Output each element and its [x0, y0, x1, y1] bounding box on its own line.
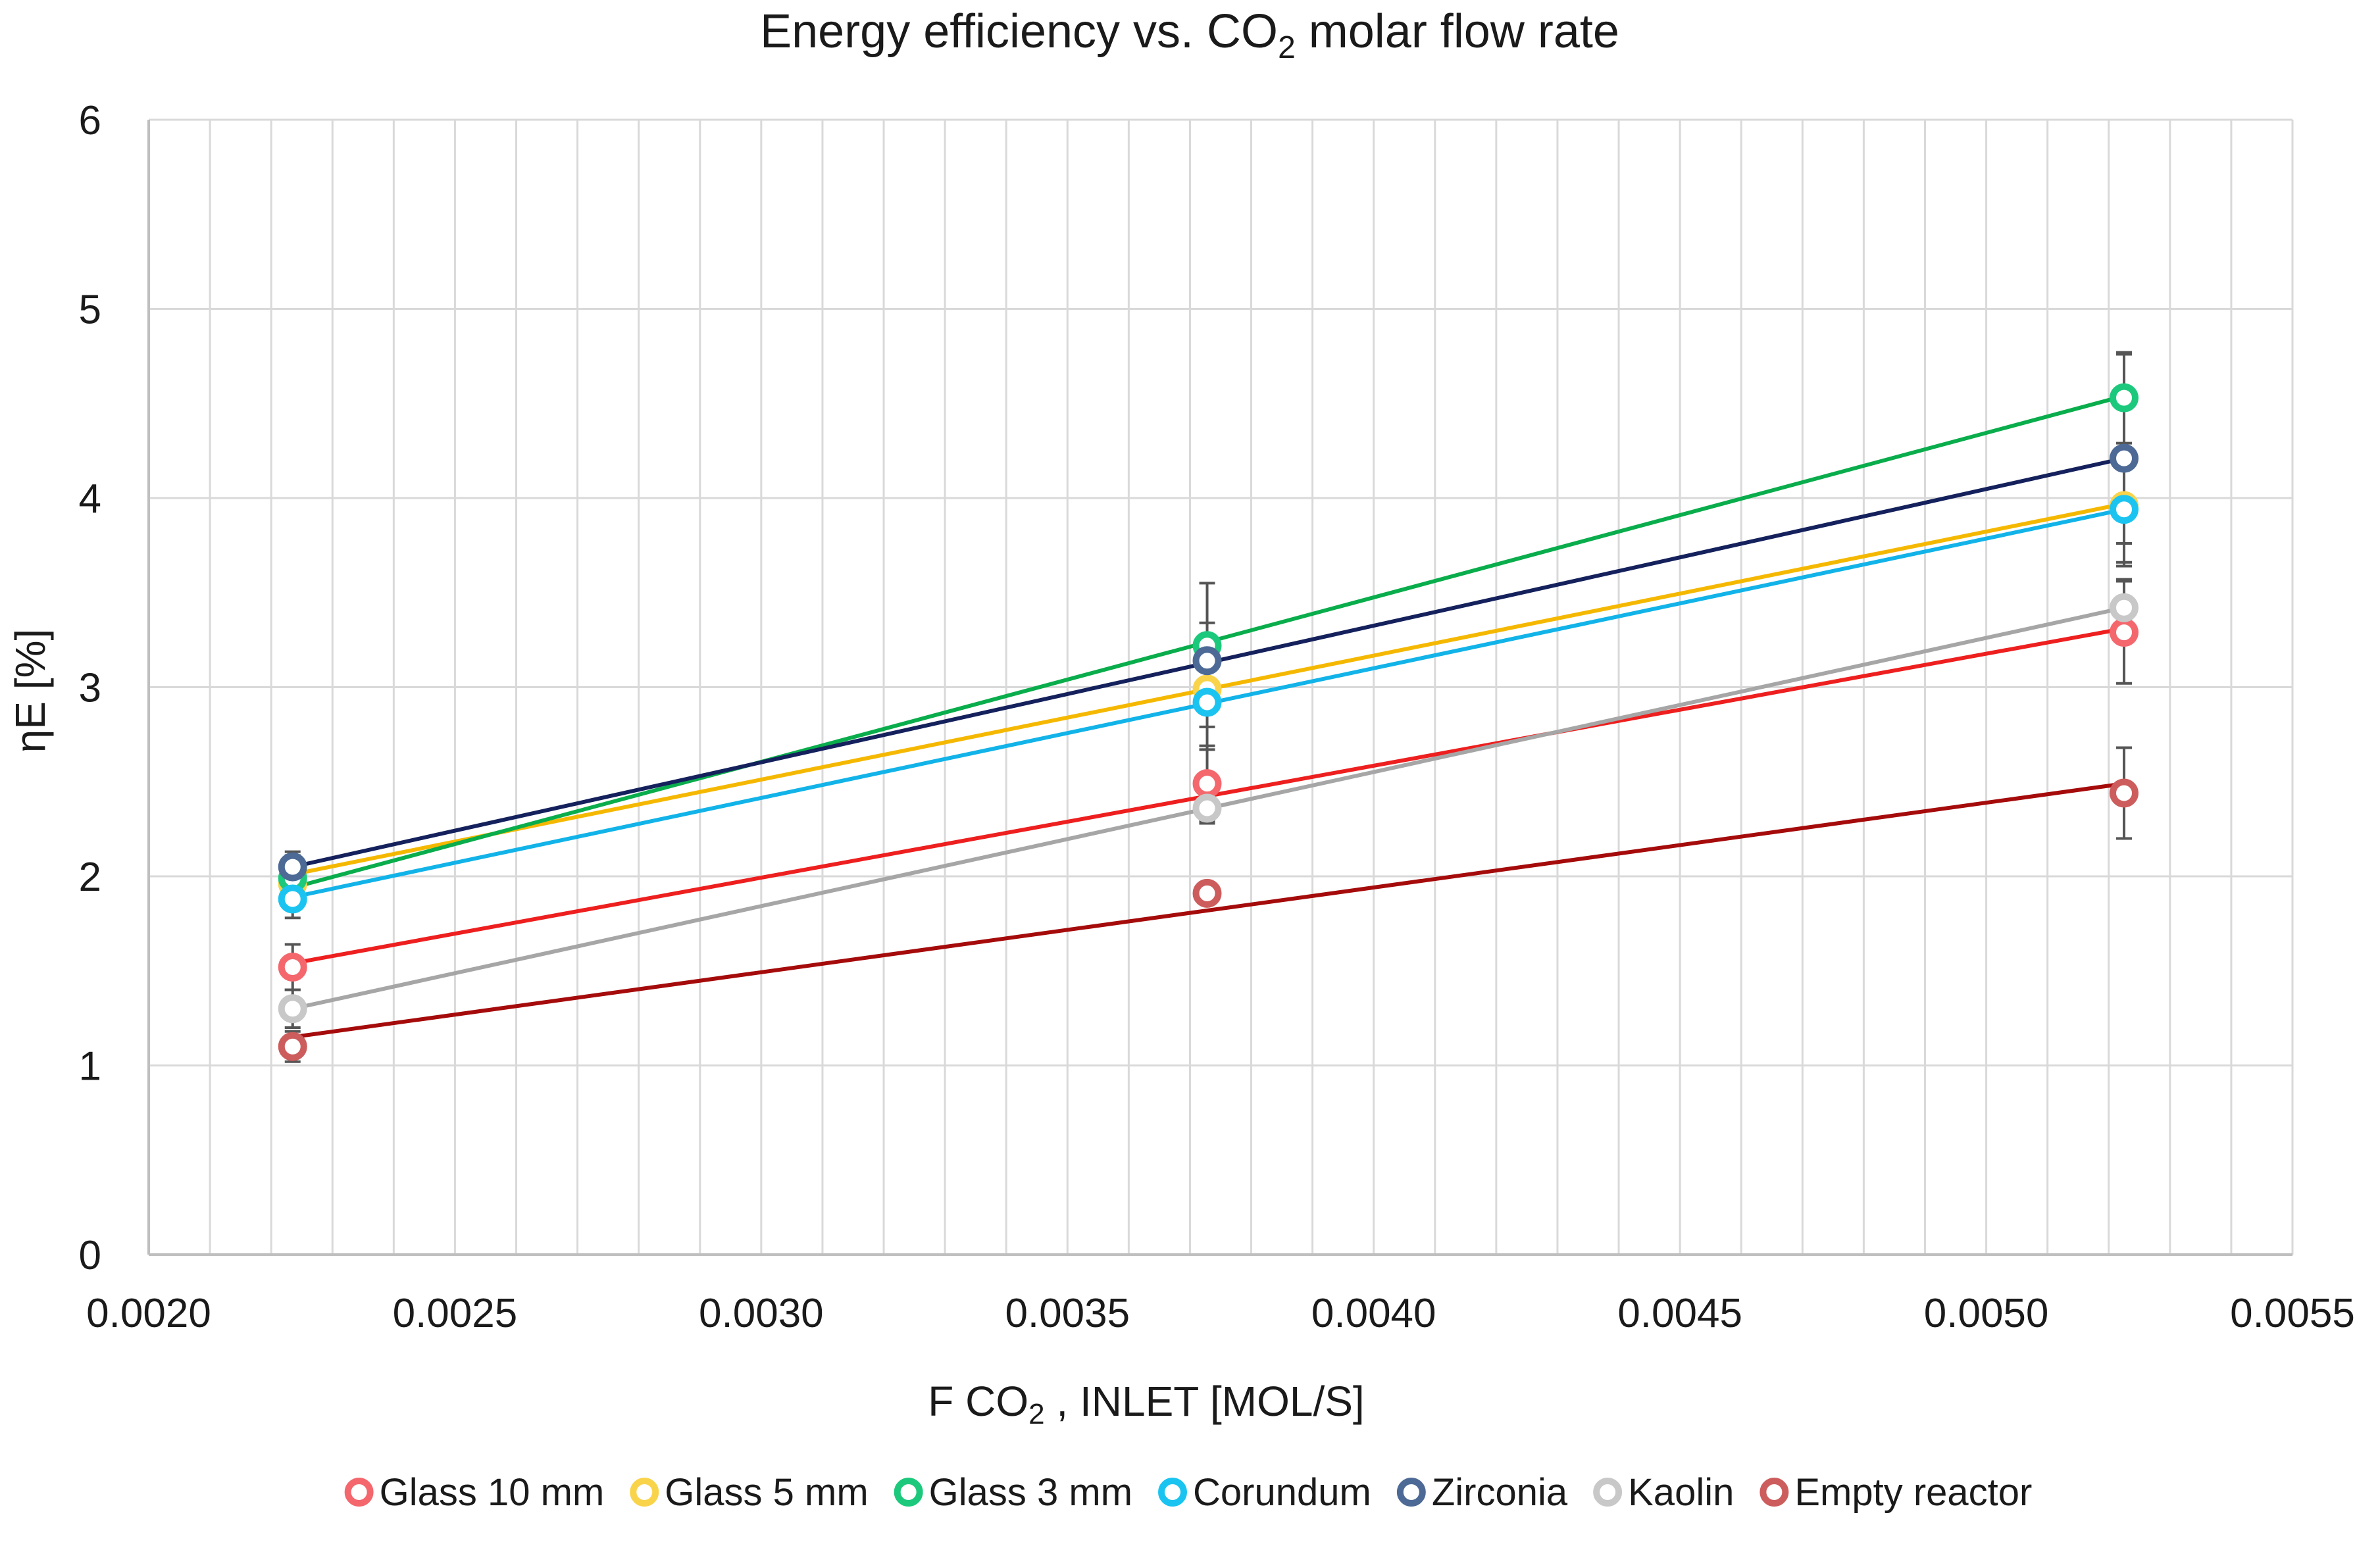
data-point: [1192, 769, 1222, 799]
legend: Glass 10 mm Glass 5 mm Glass 3 mm Corundum Z…: [344, 1471, 2032, 1514]
data-point: [1192, 646, 1222, 676]
x-tick-label: 0.0030: [699, 1291, 824, 1336]
data-point: [2110, 593, 2139, 622]
x-tick-label: 0.0045: [1617, 1291, 1742, 1336]
legend-marker: [1760, 1478, 1789, 1507]
y-tick-label: 4: [79, 476, 101, 522]
y-axis-label: ηE [%]: [7, 629, 54, 753]
legend-item: Corundum: [1158, 1471, 1371, 1514]
markers: [278, 383, 2139, 1061]
legend-marker: [1158, 1478, 1188, 1507]
trendline: [290, 782, 2127, 1039]
y-tick-label: 0: [79, 1233, 101, 1278]
legend-label: Glass 5 mm: [665, 1471, 868, 1514]
chart-title: Energy efficiency vs. CO2 molar flow rat…: [760, 5, 1619, 65]
x-tick-label: 0.0040: [1311, 1291, 1436, 1336]
legend-marker: [1593, 1478, 1623, 1507]
legend-item: Empty reactor: [1760, 1471, 2032, 1514]
x-tick-label: 0.0020: [86, 1291, 211, 1336]
grid: [147, 118, 2294, 1256]
x-tick-label: 0.0035: [1005, 1291, 1130, 1336]
data-point: [278, 884, 307, 914]
data-point: [2110, 383, 2139, 413]
data-point: [1192, 878, 1222, 908]
y-tick-label: 2: [79, 855, 101, 900]
data-point: [2110, 495, 2139, 524]
legend-label: Glass 10 mm: [380, 1471, 605, 1514]
data-point: [278, 1032, 307, 1061]
legend-item: Zirconia: [1396, 1471, 1568, 1514]
legend-label: Glass 3 mm: [929, 1471, 1132, 1514]
legend-marker: [1396, 1478, 1426, 1507]
y-tick-label: 1: [79, 1044, 101, 1089]
data-point: [278, 953, 307, 982]
legend-marker: [344, 1478, 374, 1507]
data-point: [1192, 793, 1222, 823]
legend-marker: [630, 1478, 659, 1507]
y-tick-label: 6: [79, 98, 101, 143]
legend-item: Glass 3 mm: [894, 1471, 1132, 1514]
tick-labels: 0.0020 0.0025 0.0030 0.0035 0.0040 0.0045 0.00…: [79, 98, 2355, 1336]
legend-item: Glass 5 mm: [630, 1471, 869, 1514]
data-point: [2110, 618, 2139, 647]
legend-label: Empty reactor: [1794, 1471, 2032, 1514]
data-point: [2110, 443, 2139, 473]
y-tick-label: 5: [79, 288, 101, 333]
data-point: [2110, 778, 2139, 808]
data-point: [1192, 688, 1222, 717]
data-point: [278, 994, 307, 1024]
legend-label: Corundum: [1193, 1471, 1371, 1514]
legend-label: Kaolin: [1628, 1471, 1734, 1514]
x-tick-label: 0.0055: [2230, 1291, 2355, 1336]
x-tick-label: 0.0050: [1924, 1291, 2049, 1336]
legend-item: Kaolin: [1593, 1471, 1734, 1514]
legend-label: Zirconia: [1432, 1471, 1568, 1514]
x-tick-label: 0.0025: [393, 1291, 518, 1336]
legend-marker: [894, 1478, 923, 1507]
data-point: [278, 852, 307, 882]
x-axis-label: F CO2 , INLET [MOL/S]: [928, 1378, 1364, 1430]
legend-item: Glass 10 mm: [344, 1471, 605, 1514]
y-tick-label: 3: [79, 666, 101, 711]
